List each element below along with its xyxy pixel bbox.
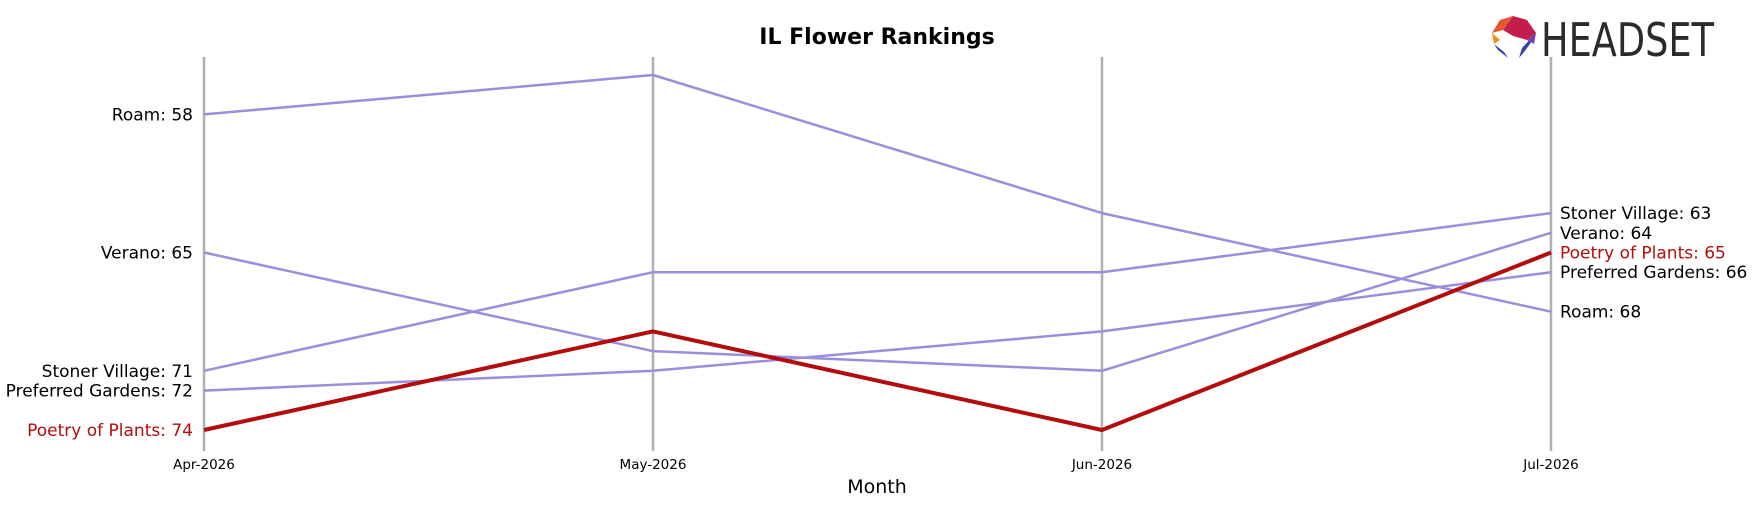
month-axes (202, 57, 1553, 451)
right-label: Verano: 64 (1560, 224, 1652, 244)
right-label: Preferred Gardens: 66 (1560, 263, 1747, 283)
left-label: Poetry of Plants: 74 (27, 421, 193, 441)
x-tick-label: Apr-2026 (173, 457, 235, 473)
series-line-poetry-of-plants (203, 250, 1552, 432)
left-label: Roam: 58 (112, 105, 193, 125)
headset-logo-text: HEADSET (1541, 13, 1715, 67)
series-line-roam (203, 73, 1552, 313)
series-line-stoner-village (203, 211, 1552, 373)
x-tick-label: Jun-2026 (1071, 457, 1132, 473)
headset-logo: HEADSET (1492, 13, 1715, 67)
x-axis-label: Month (847, 476, 907, 498)
chart-title: IL Flower Rankings (759, 25, 994, 50)
series-lines (203, 73, 1552, 432)
x-tick-label: May-2026 (620, 457, 687, 473)
x-tick-label: Jul-2026 (1522, 457, 1579, 473)
left-label: Verano: 65 (101, 244, 193, 264)
right-label: Roam: 68 (1560, 303, 1641, 323)
x-tick-labels: Apr-2026 May-2026 Jun-2026 Jul-2026 (173, 457, 1579, 473)
right-label: Poetry of Plants: 65 (1560, 244, 1726, 264)
headset-logo-icon (1492, 16, 1536, 58)
right-label: Stoner Village: 63 (1560, 204, 1711, 224)
left-label: Stoner Village: 71 (42, 362, 193, 382)
left-label: Preferred Gardens: 72 (6, 382, 193, 402)
